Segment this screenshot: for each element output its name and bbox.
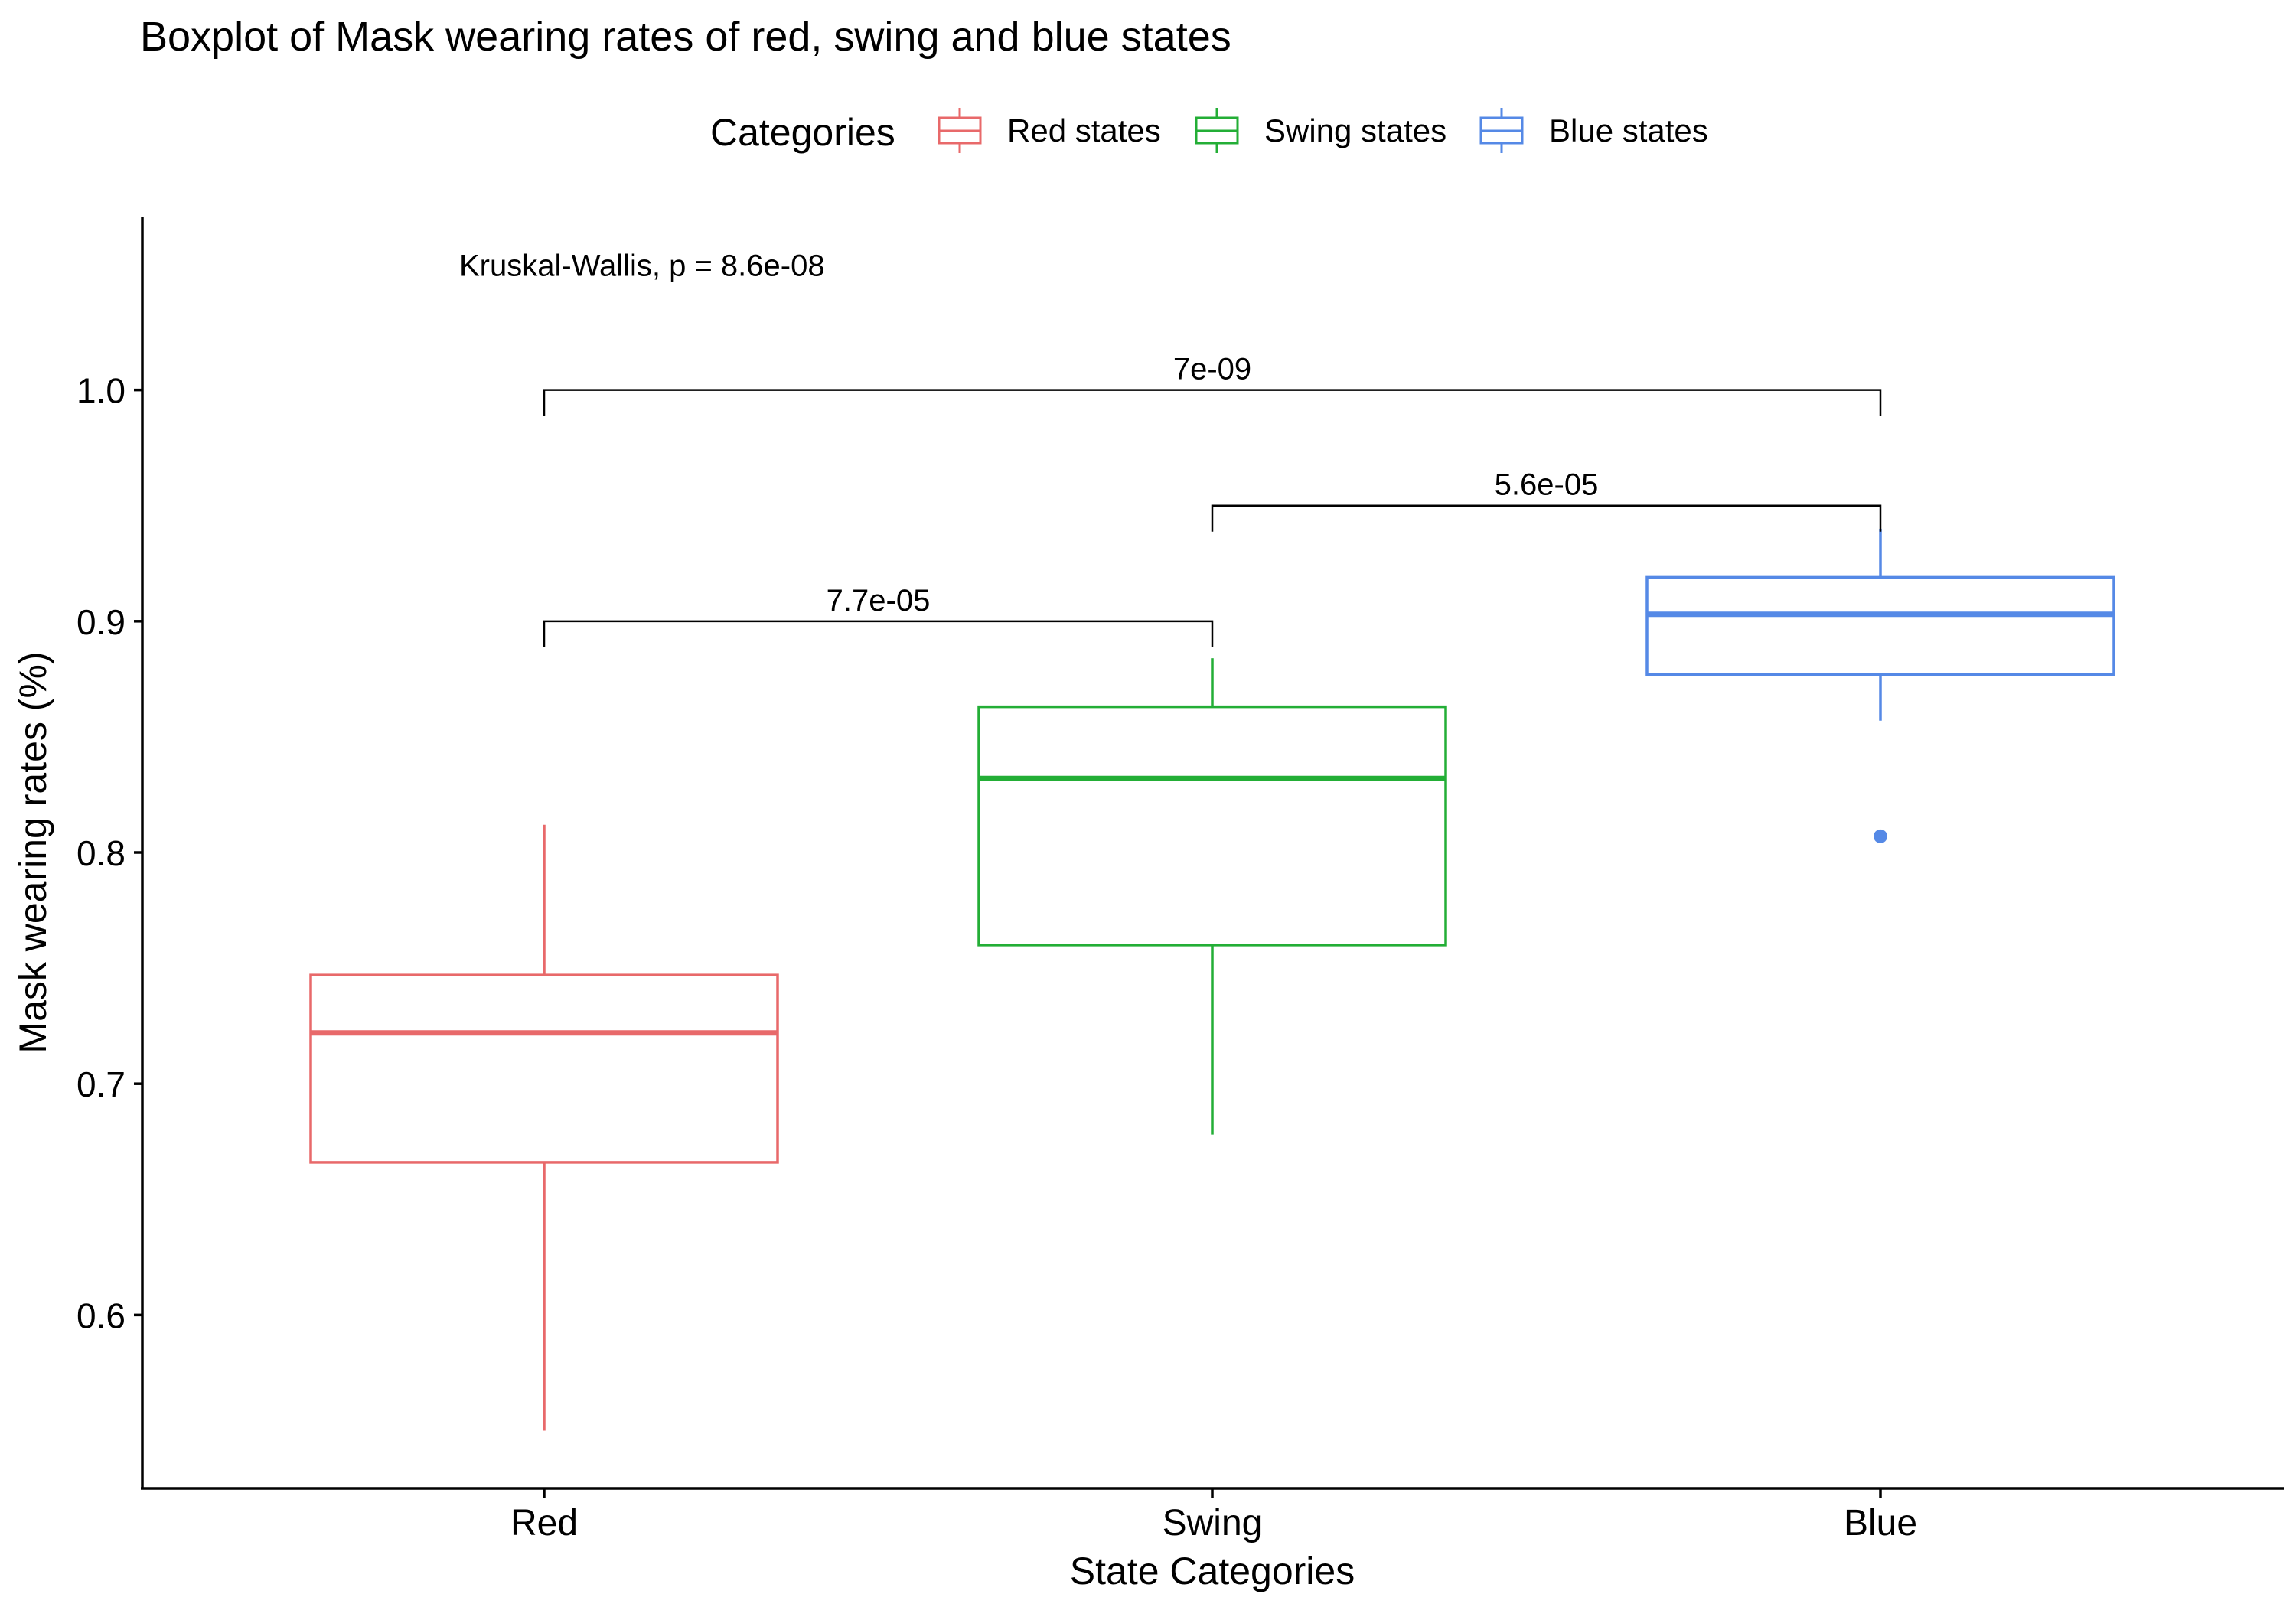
- chart-title: Boxplot of Mask wearing rates of red, sw…: [140, 14, 1231, 60]
- p-value-label: 7e-09: [1173, 353, 1251, 386]
- kruskal-wallis-label: Kruskal-Wallis, p = 8.6e-08: [459, 249, 825, 282]
- outlier-point: [1874, 829, 1887, 843]
- comparison-bracket: 5.6e-05: [1211, 468, 1882, 532]
- x-ticks: Red Swing Blue: [510, 1488, 1917, 1543]
- y-ticks: 0.6 0.7 0.8 0.9 1.0: [77, 371, 142, 1335]
- p-value-label: 5.6e-05: [1495, 468, 1599, 502]
- box-swing: [977, 658, 1447, 1135]
- box-iqr: [977, 705, 1447, 947]
- y-tick-label: 0.9: [77, 602, 126, 642]
- bracket-line: [1211, 504, 1882, 532]
- box-blue: [1645, 528, 2115, 843]
- plot-area: 7.7e-05 5.6e-05 7e-09 Kruskal-Wallis, p = 8…: [309, 249, 2115, 1431]
- legend: Categories Red states Swing states Blue st…: [710, 108, 1708, 154]
- box-red: [309, 824, 779, 1431]
- x-tick-label: Blue: [1844, 1503, 1917, 1543]
- p-value-label: 7.7e-05: [827, 584, 931, 618]
- legend-title: Categories: [710, 111, 895, 154]
- box-iqr: [309, 973, 779, 1164]
- legend-item: Blue states: [1479, 108, 1708, 153]
- box-iqr: [1645, 575, 2115, 676]
- y-tick-label: 1.0: [77, 371, 126, 411]
- y-axis: 0.6 0.7 0.8 0.9 1.0: [77, 217, 144, 1488]
- x-tick-label: Red: [510, 1503, 578, 1543]
- bracket-line: [543, 620, 1214, 647]
- comparison-bracket: 7.7e-05: [543, 584, 1214, 647]
- legend-label: Red states: [1007, 112, 1161, 148]
- y-tick-label: 0.6: [77, 1296, 126, 1335]
- y-tick-label: 0.7: [77, 1064, 126, 1104]
- legend-item: Swing states: [1195, 108, 1446, 153]
- y-axis-title: Mask wearing rates (%): [11, 651, 54, 1053]
- y-tick-label: 0.8: [77, 833, 126, 873]
- bracket-line: [543, 389, 1882, 416]
- x-axis: Red Swing Blue: [141, 1487, 2284, 1543]
- comparison-bracket: 7e-09: [543, 353, 1882, 416]
- legend-label: Swing states: [1264, 112, 1446, 148]
- x-tick-label: Swing: [1163, 1503, 1263, 1543]
- x-axis-title: State Categories: [1070, 1550, 1355, 1592]
- legend-item: Red states: [938, 108, 1161, 153]
- legend-items: Red states Swing states Blue states: [938, 108, 1708, 153]
- legend-label: Blue states: [1549, 112, 1708, 148]
